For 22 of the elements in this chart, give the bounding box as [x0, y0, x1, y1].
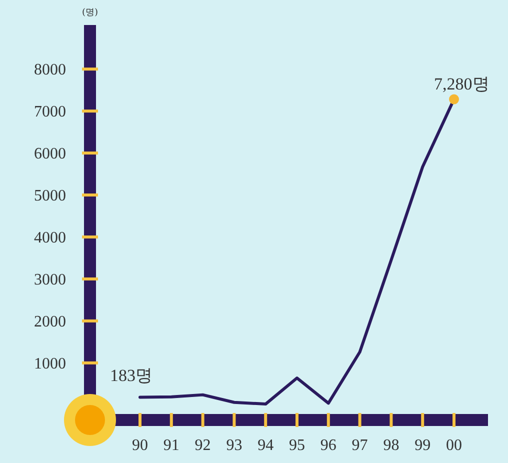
y-tick-label: 5000	[34, 188, 66, 205]
x-tick-label: 96	[320, 437, 336, 454]
x-tick-label: 92	[194, 437, 211, 454]
x-tick-label: 00	[446, 437, 462, 454]
x-tick-label: 93	[226, 437, 242, 454]
y-tick-label: 1000	[34, 356, 66, 373]
annotation: 7,280명	[434, 74, 490, 94]
y-tick-label: 3000	[34, 272, 66, 289]
y-axis-title: (명)	[82, 8, 98, 18]
x-tick-label: 94	[258, 437, 274, 454]
y-tick-label: 4000	[34, 230, 66, 247]
x-tick-label: 95	[289, 437, 305, 454]
x-tick-label: 97	[352, 437, 368, 454]
y-tick-label: 2000	[34, 314, 66, 331]
x-tick-label: 98	[383, 437, 400, 454]
y-tick-label: 6000	[34, 146, 66, 163]
x-tick-label: 91	[163, 437, 180, 454]
x-tick-label: 99	[414, 437, 431, 454]
y-tick-label: 7000	[34, 104, 66, 121]
x-tick-label: 90	[132, 437, 148, 454]
y-tick-label: 8000	[34, 62, 66, 79]
annotation: 183명	[110, 366, 152, 386]
